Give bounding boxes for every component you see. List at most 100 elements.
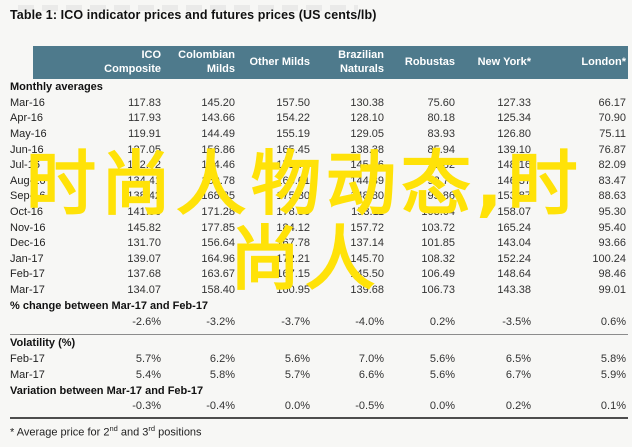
- section-label: Variation between Mar-17 and Feb-17: [10, 384, 204, 397]
- value-cell: 143.38: [497, 283, 531, 296]
- value-cell: -3.2%: [206, 315, 235, 328]
- table-title: Table 1: ICO indicator prices and future…: [10, 8, 377, 22]
- value-cell: 134.07: [127, 283, 161, 296]
- value-cell: 103.64: [421, 205, 455, 218]
- value-cell: 100.24: [592, 252, 626, 265]
- value-cell: 85.94: [427, 143, 455, 156]
- value-cell: 76.87: [598, 143, 626, 156]
- value-cell: 163.67: [201, 268, 235, 281]
- table-row: Oct-16 141.56 171.28 178.36 153.11 103.64 158.…: [10, 204, 628, 220]
- value-cell: 103.72: [421, 221, 455, 234]
- table-row: Sep-16 138.42 168.85 175.30 148.80 95.86 153.8…: [10, 189, 628, 205]
- value-cell: 145.20: [201, 96, 235, 109]
- value-cell: 134.41: [127, 174, 161, 187]
- value-cell: 172.21: [276, 252, 310, 265]
- row-label: Apr-16: [10, 112, 44, 125]
- value-cell: 6.5%: [505, 353, 531, 366]
- value-cell: 0.0%: [237, 398, 312, 420]
- value-cell: 138.42: [127, 190, 161, 203]
- value-cell: 148.80: [350, 190, 384, 203]
- section-label: Volatility (%): [10, 334, 628, 352]
- value-cell: 128.10: [350, 112, 384, 125]
- value-cell: 158.07: [497, 205, 531, 218]
- value-cell: 139.07: [127, 252, 161, 265]
- value-cell: 155.19: [276, 127, 310, 140]
- value-cell: 175.30: [276, 190, 310, 203]
- value-cell: 157.50: [276, 96, 310, 109]
- value-cell: 177.85: [201, 221, 235, 234]
- table-row: Mar-16 117.83 145.20 157.50 130.38 75.60 127.3…: [10, 95, 628, 111]
- value-cell: 106.73: [421, 283, 455, 296]
- section-label-row: Monthly averages: [10, 79, 628, 95]
- value-cell: 158.40: [201, 283, 235, 296]
- section-label-row: Volatility (%): [10, 334, 628, 352]
- row-label: Nov-16: [10, 221, 46, 234]
- value-cell: 95.86: [427, 190, 455, 203]
- table-row: Apr-16 117.93 143.66 154.22 128.10 80.18 125.3…: [10, 111, 628, 127]
- value-cell: 152.24: [497, 252, 531, 265]
- value-cell: 143.04: [497, 237, 531, 250]
- table-row: Nov-16 145.82 177.85 184.12 157.72 103.72 165.…: [10, 220, 628, 236]
- value-cell: 165.45: [276, 143, 310, 156]
- value-cell: 143.66: [201, 112, 235, 125]
- value-cell: 7.0%: [358, 353, 384, 366]
- value-cell: 5.4%: [135, 368, 161, 381]
- value-cell: 93.66: [598, 237, 626, 250]
- value-cell: 184.12: [276, 221, 310, 234]
- value-cell: 5.6%: [429, 368, 455, 381]
- table-row: Jan-17 139.07 164.96 172.21 145.70 108.32 152.…: [10, 251, 628, 267]
- value-cell: 6.7%: [505, 368, 531, 381]
- value-cell: 139.68: [350, 283, 384, 296]
- value-cell: 95.40: [598, 221, 626, 234]
- ico-prices-table: ICO Composite Colombian Milds Other Milds Bra…: [10, 46, 628, 420]
- value-cell: 145.76: [350, 159, 384, 172]
- row-label: Feb-17: [10, 268, 45, 281]
- section-label-row: Variation between Mar-17 and Feb-17: [10, 383, 628, 399]
- value-cell: -0.3%: [90, 398, 163, 420]
- footnote-text: and 3: [117, 426, 149, 439]
- value-cell: 129.05: [350, 127, 384, 140]
- value-cell: 171.76: [276, 159, 310, 172]
- value-cell: 154.22: [276, 112, 310, 125]
- value-cell: 148.64: [497, 268, 531, 281]
- row-label: Feb-17: [10, 353, 45, 366]
- table-footnote: * Average price for 2nd and 3rd position…: [10, 424, 202, 439]
- value-cell: 127.33: [497, 96, 531, 109]
- row-label: Dec-16: [10, 237, 46, 250]
- table-row: Feb-17 137.68 163.67 167.15 145.50 106.49 148.…: [10, 267, 628, 283]
- value-cell: 171.28: [201, 205, 235, 218]
- value-cell: 141.56: [127, 205, 161, 218]
- value-cell: 75.60: [427, 96, 455, 109]
- value-cell: 168.85: [201, 190, 235, 203]
- table-row: -2.6% -3.2% -3.7% -4.0% 0.2% -3.5% 0.6%: [10, 314, 628, 335]
- row-label: May-16: [10, 127, 47, 140]
- value-cell: 6.6%: [358, 368, 384, 381]
- value-cell: 117.83: [128, 96, 161, 109]
- value-cell: 101.85: [421, 237, 455, 250]
- column-header: Brazilian Naturals: [312, 46, 386, 79]
- value-cell: 145.82: [127, 221, 161, 234]
- column-header: Robustas: [386, 46, 457, 79]
- row-label-column-header: [10, 46, 90, 79]
- table-row: Feb-17 5.7% 6.2% 5.6% 7.0% 5.6% 6.5% 5.8%: [10, 351, 628, 367]
- value-cell: 5.8%: [209, 368, 235, 381]
- value-cell: 137.14: [350, 237, 384, 250]
- header-bar: [33, 46, 91, 79]
- value-cell: 160.95: [276, 283, 310, 296]
- value-cell: 6.2%: [209, 353, 235, 366]
- value-cell: 66.17: [598, 96, 626, 109]
- value-cell: 132.92: [127, 159, 161, 172]
- table-row: Jul-16 132.92 164.46 171.76 145.76 90.82 148.1…: [10, 157, 628, 173]
- row-label: Oct-16: [10, 205, 44, 218]
- value-cell: 145.70: [350, 252, 384, 265]
- value-cell: 83.47: [598, 174, 626, 187]
- footnote-superscript: rd: [148, 424, 156, 433]
- value-cell: 164.46: [201, 159, 235, 172]
- value-cell: 153.87: [497, 190, 531, 203]
- value-cell: 119.91: [128, 127, 161, 140]
- value-cell: 117.93: [128, 112, 161, 125]
- column-header: Other Milds: [237, 46, 312, 79]
- table-row: Mar-17 5.4% 5.8% 5.7% 6.6% 5.6% 6.7% 5.9%: [10, 367, 628, 383]
- value-cell: 99.01: [598, 283, 626, 296]
